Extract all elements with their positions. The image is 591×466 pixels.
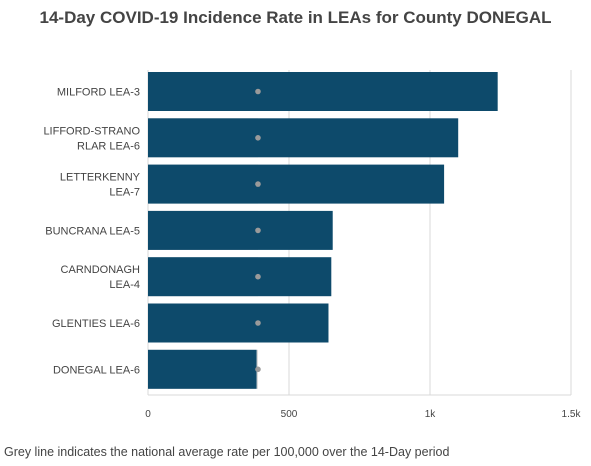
bar — [148, 210, 333, 250]
bar — [148, 257, 332, 297]
bar — [148, 72, 498, 111]
bar — [148, 303, 329, 343]
category-label: LETTERKENNY — [60, 172, 141, 184]
category-label: LIFFORD-STRANO — [43, 125, 140, 137]
average-dot — [255, 320, 261, 326]
category-label-layer: MILFORD LEA-3 LIFFORD-STRANO RLAR LEA-6 LET… — [43, 87, 140, 377]
average-dot — [255, 273, 261, 280]
category-label: LEA-4 — [109, 279, 140, 291]
average-dot — [255, 181, 261, 187]
x-tick-layer: 0 500 1k 1.5k — [145, 409, 581, 420]
bar — [148, 164, 445, 204]
bar — [148, 118, 459, 158]
average-dot — [255, 366, 261, 373]
average-dot — [255, 88, 261, 95]
average-dot-layer — [255, 88, 261, 373]
x-tick-label: 1k — [425, 409, 437, 420]
footer-note: Grey line indicates the national average… — [4, 445, 450, 459]
bar-layer — [148, 72, 498, 389]
category-label: LEA-7 — [109, 187, 140, 199]
category-label: BUNCRANA LEA-5 — [45, 225, 140, 237]
bar — [148, 349, 257, 389]
category-label: MILFORD LEA-3 — [57, 87, 140, 99]
category-label: DONEGAL LEA-6 — [53, 364, 140, 376]
average-dot — [255, 227, 261, 234]
x-tick-label: 500 — [281, 409, 298, 420]
average-dot — [255, 135, 261, 141]
category-label: GLENTIES LEA-6 — [52, 318, 140, 330]
category-label: CARNDONAGH — [61, 264, 141, 276]
x-tick-label: 0 — [145, 409, 151, 420]
chart-title: 14-Day COVID-19 Incidence Rate in LEAs f… — [39, 8, 552, 27]
x-tick-label: 1.5k — [562, 409, 582, 420]
category-label: RLAR LEA-6 — [77, 140, 140, 152]
